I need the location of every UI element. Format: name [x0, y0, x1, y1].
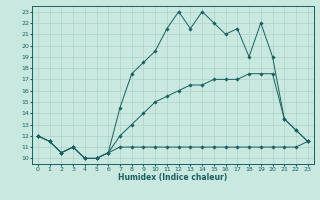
X-axis label: Humidex (Indice chaleur): Humidex (Indice chaleur): [118, 173, 228, 182]
